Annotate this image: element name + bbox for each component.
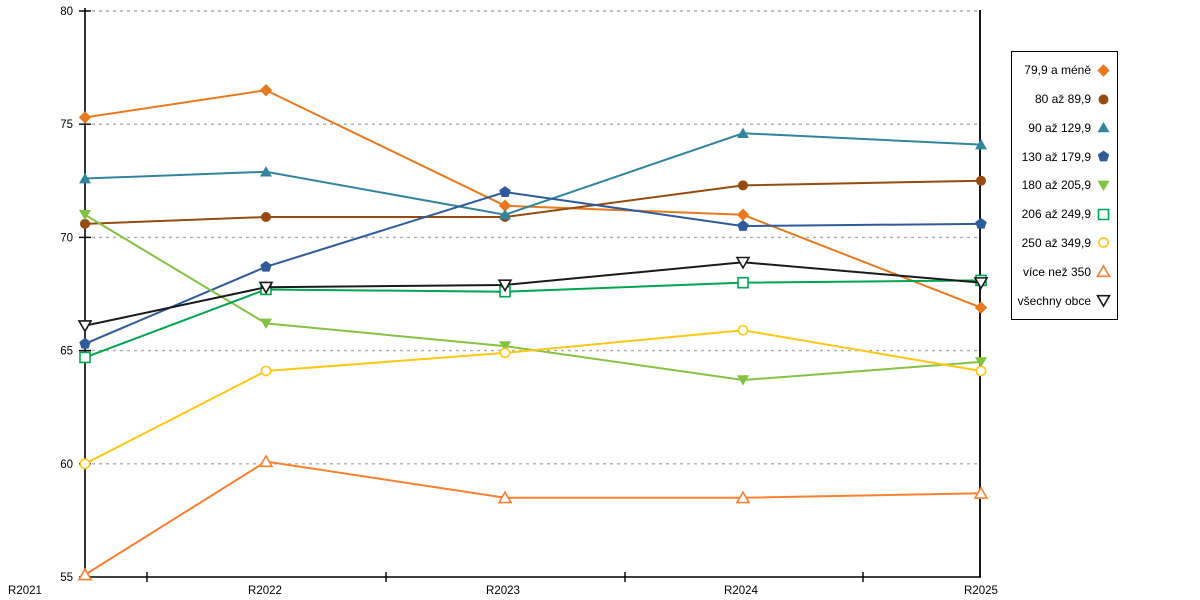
series-4: [79, 186, 987, 349]
series-6-marker: [79, 351, 91, 364]
series-1-marker: [498, 199, 512, 212]
legend-item: 80 až 89,9: [1035, 92, 1111, 107]
series-3: [79, 127, 987, 220]
series-9-marker: [77, 320, 93, 333]
series-8: [77, 454, 989, 581]
legend-item: 130 až 179,9: [1022, 149, 1111, 164]
series-1: [78, 84, 988, 314]
x-tick-label: R2024: [724, 585, 758, 597]
legend-item-label: 180 až 205,9: [1021, 178, 1091, 193]
series-9: [77, 256, 989, 333]
triangle-up-icon: [1097, 122, 1110, 133]
y-tick-label: 75: [60, 119, 73, 131]
legend-item: 180 až 205,9: [1022, 178, 1111, 193]
triangle-down-open-icon: [1096, 294, 1111, 308]
triangle-up-open-icon: [1096, 264, 1111, 278]
legend-item-label: 80 až 89,9: [1034, 92, 1091, 107]
series-1-marker: [259, 84, 273, 97]
series-5-marker: [737, 375, 749, 386]
y-tick-label: 70: [60, 232, 73, 244]
legend-item-label: všechny obce: [1017, 293, 1091, 308]
series-7-marker: [975, 365, 987, 377]
series-1-marker: [78, 111, 92, 124]
x-tick-label: R2022: [248, 585, 282, 597]
series-2-marker: [976, 175, 986, 186]
legend-box: 79,9 a méně 80 až 89,9 90 až 129,9 130 až 1…: [1011, 51, 1118, 320]
y-tick-label: 55: [60, 572, 73, 584]
series-3-marker: [260, 166, 272, 177]
series-9-marker: [258, 281, 274, 295]
series-3-marker: [79, 172, 91, 184]
legend-item-label: 250 až 349,9: [1021, 235, 1091, 250]
legend-item-label: 90 až 129,9: [1028, 120, 1091, 135]
series-8-marker: [735, 490, 751, 504]
pentagon-icon: [1097, 150, 1110, 162]
x-tick-label: R2021: [8, 585, 42, 597]
series-6-line: [84, 279, 982, 359]
series-2-marker: [261, 212, 271, 223]
series-3-marker: [737, 127, 749, 139]
series-4-marker: [737, 220, 749, 231]
series-8-marker: [258, 454, 274, 468]
series-4-marker: [260, 260, 272, 272]
series-5-marker: [499, 341, 511, 352]
series-4-line: [84, 191, 982, 345]
legend-item: více než 350: [1023, 264, 1111, 279]
series-9-marker: [497, 279, 513, 293]
series-7-marker: [79, 458, 91, 470]
legend-item-label: 206 až 249,9: [1021, 207, 1091, 222]
series-8-marker: [497, 490, 513, 504]
y-tick-label: 65: [60, 346, 73, 358]
series-1-marker: [736, 208, 750, 221]
series-8-marker: [973, 486, 989, 499]
series-4-marker: [79, 337, 91, 349]
x-tick-label: R2025: [964, 585, 998, 597]
series-2-line: [84, 179, 982, 225]
legend-item-label: 79,9 a méně: [1024, 63, 1091, 78]
y-tick-label: 60: [60, 459, 73, 471]
series-3-marker: [975, 138, 987, 150]
series-7-marker: [499, 347, 511, 359]
series-7-marker: [260, 365, 272, 377]
series-5-marker: [260, 318, 272, 330]
series-4-marker: [975, 217, 987, 229]
series-3-line: [84, 132, 982, 216]
legend-item: 250 až 349,9: [1022, 235, 1111, 250]
series-3-marker: [499, 209, 511, 220]
series-2-marker: [80, 218, 90, 229]
series-2-marker: [738, 180, 748, 191]
legend-item: všechny obce: [1018, 293, 1111, 308]
series-8-line: [84, 460, 982, 576]
y-tick-label: 80: [60, 6, 73, 18]
series-5: [79, 209, 987, 386]
series-9-marker: [735, 256, 751, 270]
series-6-marker: [737, 276, 749, 289]
series-9-marker: [973, 277, 989, 290]
series-8-marker: [77, 567, 93, 581]
legend-item-label: více než 350: [1022, 264, 1091, 279]
triangle-down-icon: [1097, 180, 1110, 192]
circle-open-icon: [1098, 237, 1109, 249]
series-1-line: [84, 89, 982, 309]
legend-item: 79,9 a méně: [1024, 63, 1111, 78]
series-4-marker: [499, 186, 511, 197]
series-7-marker: [737, 324, 749, 336]
series-7: [79, 324, 987, 470]
diamond-icon: [1097, 64, 1110, 77]
square-open-icon: [1097, 208, 1110, 221]
series-2: [80, 175, 986, 229]
series-5-marker: [975, 357, 987, 368]
legend-item: 206 až 249,9: [1022, 207, 1111, 222]
circle-icon: [1098, 94, 1109, 105]
series-5-marker: [79, 209, 91, 221]
series-1-marker: [974, 301, 988, 314]
legend-item: 90 až 129,9: [1028, 120, 1111, 135]
legend-item-label: 130 až 179,9: [1021, 149, 1091, 164]
x-tick-label: R2023: [486, 585, 520, 597]
series-9-line: [84, 261, 982, 327]
